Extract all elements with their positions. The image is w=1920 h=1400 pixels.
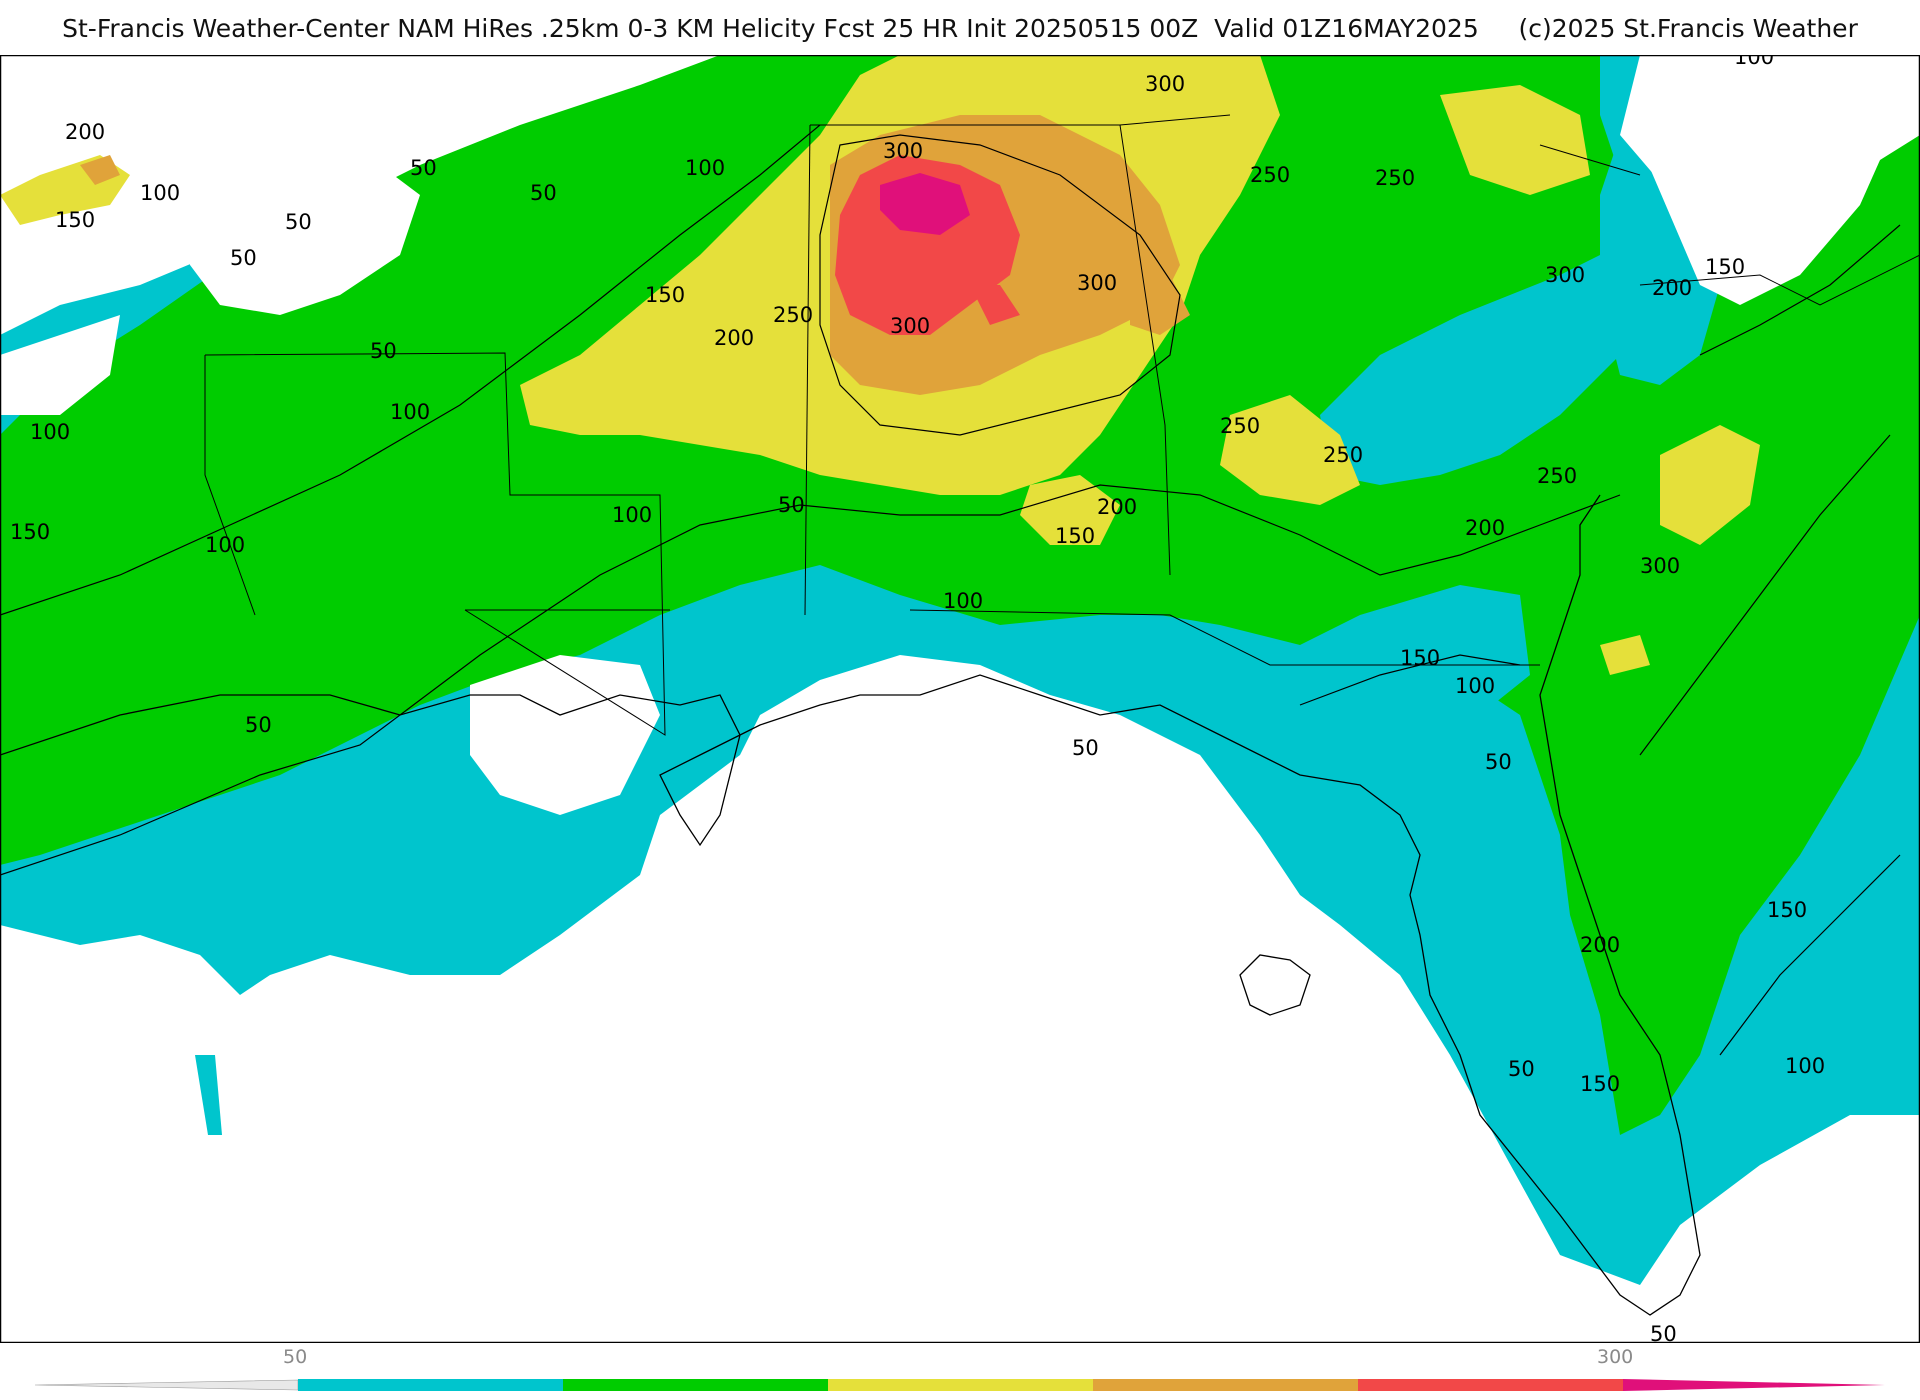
contour-label: 150 bbox=[55, 208, 95, 232]
colorbar-segment bbox=[298, 1379, 563, 1391]
contour-label: 100 bbox=[943, 589, 983, 613]
contour-label: 50 bbox=[285, 210, 312, 234]
contour-label: 50 bbox=[530, 181, 557, 205]
contour-label: 150 bbox=[645, 283, 685, 307]
contour-label: 50 bbox=[230, 246, 257, 270]
contour-label: 50 bbox=[1072, 736, 1099, 760]
colorbar-segment bbox=[1358, 1379, 1623, 1391]
contour-label: 250 bbox=[773, 303, 813, 327]
contour-label: 300 bbox=[1545, 263, 1585, 287]
contour-label: 300 bbox=[1640, 554, 1680, 578]
helicity-map: 50 50 50 50 50 50 50 50 50 50 50 100 100… bbox=[0, 55, 1920, 1343]
contour-label: 300 bbox=[890, 314, 930, 338]
contour-label: 250 bbox=[1323, 443, 1363, 467]
contour-label: 200 bbox=[1465, 516, 1505, 540]
contour-lines bbox=[0, 124, 1901, 1056]
contour-label: 100 bbox=[390, 400, 430, 424]
colorbar-segment bbox=[828, 1379, 1093, 1391]
contour-label: 300 bbox=[1145, 72, 1185, 96]
contour-label: 300 bbox=[1077, 271, 1117, 295]
contour-label: 50 bbox=[370, 339, 397, 363]
contour-label: 50 bbox=[1485, 750, 1512, 774]
map-svg: 50 50 50 50 50 50 50 50 50 50 50 100 100… bbox=[0, 55, 1920, 1343]
contour-label: 200 bbox=[65, 120, 105, 144]
contour-label: 100 bbox=[205, 533, 245, 557]
contour-label: 250 bbox=[1220, 414, 1260, 438]
legend-tick-label: 300 bbox=[1597, 1346, 1634, 1368]
legend-tick-label: 50 bbox=[283, 1346, 308, 1368]
band-350 bbox=[880, 173, 970, 235]
contour-label: 50 bbox=[1650, 1322, 1677, 1343]
contour-label: 150 bbox=[10, 520, 50, 544]
colorbar-low-triangle bbox=[35, 1379, 299, 1391]
contour-label: 150 bbox=[1767, 898, 1807, 922]
contour-label: 200 bbox=[714, 326, 754, 350]
contour-label: 150 bbox=[1580, 1072, 1620, 1096]
state-borders bbox=[204, 114, 1920, 736]
chart-title: St-Francis Weather-Center NAM HiRes .25k… bbox=[62, 14, 1858, 43]
contour-label: 150 bbox=[1400, 646, 1440, 670]
contour-label: 300 bbox=[883, 139, 923, 163]
coastline bbox=[0, 494, 1701, 1316]
contour-label: 50 bbox=[410, 156, 437, 180]
contour-label: 250 bbox=[1537, 464, 1577, 488]
colorbar-segment bbox=[1093, 1379, 1358, 1391]
contour-label: 100 bbox=[140, 181, 180, 205]
contour-label: 50 bbox=[778, 493, 805, 517]
colorbar bbox=[35, 1379, 1885, 1391]
contour-label-group: 50 50 50 50 50 50 50 50 50 50 50 100 100… bbox=[10, 55, 1825, 1343]
contour-label: 100 bbox=[1455, 674, 1495, 698]
contour-label: 250 bbox=[1250, 163, 1290, 187]
contour-label: 50 bbox=[245, 713, 272, 737]
contour-label: 200 bbox=[1580, 933, 1620, 957]
contour-label: 250 bbox=[1375, 166, 1415, 190]
contour-label: 100 bbox=[1734, 55, 1774, 69]
colorbar-high-triangle bbox=[1623, 1379, 1885, 1391]
contour-label: 100 bbox=[612, 503, 652, 527]
contour-label: 150 bbox=[1705, 255, 1745, 279]
colorbar-segment bbox=[563, 1379, 828, 1391]
contour-label: 200 bbox=[1652, 276, 1692, 300]
contour-label: 100 bbox=[30, 420, 70, 444]
contour-label: 150 bbox=[1055, 524, 1095, 548]
contour-label: 50 bbox=[1508, 1057, 1535, 1081]
band-50-inner bbox=[1280, 135, 1720, 735]
contour-label: 200 bbox=[1097, 495, 1137, 519]
contour-label: 100 bbox=[1785, 1054, 1825, 1078]
contour-label: 100 bbox=[685, 156, 725, 180]
